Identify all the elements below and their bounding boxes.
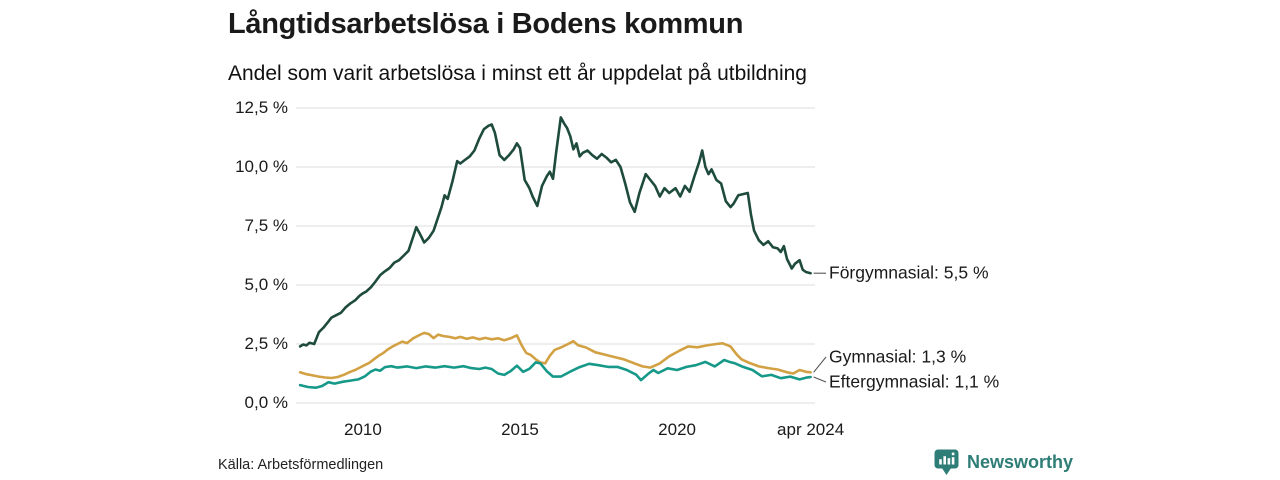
series-line-förgymnasial bbox=[298, 116, 812, 348]
x-tick-label: 2010 bbox=[343, 420, 382, 439]
label-leader-line bbox=[813, 376, 827, 383]
source-note: Källa: Arbetsförmedlingen bbox=[218, 457, 384, 473]
y-tick-label: 12,5 % bbox=[235, 98, 288, 117]
y-tick-label: 0,0 % bbox=[244, 393, 288, 412]
y-tick-label: 10,0 % bbox=[235, 157, 288, 176]
series-end-label-förgymnasial: Förgymnasial: 5,5 % bbox=[829, 262, 989, 283]
newsworthy-logo-icon bbox=[934, 449, 959, 475]
x-tick-label: apr 2024 bbox=[777, 420, 845, 439]
y-tick-label: 2,5 % bbox=[244, 334, 288, 353]
series-end-label-eftergymnasial: Eftergymnasial: 1,1 % bbox=[829, 371, 1000, 392]
series-line-eftergymnasial bbox=[298, 358, 812, 390]
label-leader-line bbox=[813, 356, 827, 373]
page-title: Långtidsarbetslösa i Bodens kommun bbox=[228, 8, 744, 40]
newsworthy-wordmark: Newsworthy bbox=[967, 452, 1074, 472]
series-line-gymnasial bbox=[298, 331, 812, 380]
y-tick-label: 7,5 % bbox=[244, 216, 288, 235]
x-tick-label: 2020 bbox=[658, 420, 696, 439]
y-tick-label: 5,0 % bbox=[244, 275, 288, 294]
newsworthy-brand[interactable]: Newsworthy bbox=[934, 449, 1073, 476]
chart-subtitle: Andel som varit arbetslösa i minst ett å… bbox=[228, 62, 807, 85]
x-tick-label: 2015 bbox=[501, 420, 539, 439]
series-end-label-gymnasial: Gymnasial: 1,3 % bbox=[829, 346, 967, 367]
